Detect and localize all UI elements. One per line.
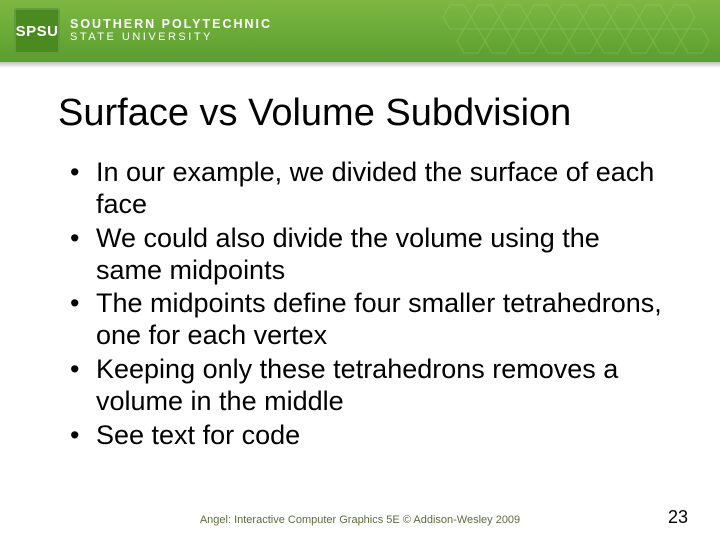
bullet-list: In our example, we divided the surface o… [58, 157, 665, 452]
slide-body: Surface vs Volume Subdvision In our exam… [0, 62, 720, 452]
footer-text: Angel: Interactive Computer Graphics 5E … [0, 514, 720, 526]
header-shadow [0, 62, 720, 68]
hex-pattern-decoration [440, 0, 720, 62]
logo-line1: SOUTHERN POLYTECHNIC [70, 18, 272, 31]
logo-text: SOUTHERN POLYTECHNIC STATE UNIVERSITY [70, 18, 272, 44]
bullet-item: We could also divide the volume using th… [88, 223, 665, 287]
logo-block: SPSU SOUTHERN POLYTECHNIC STATE UNIVERSI… [14, 8, 272, 54]
bullet-item: Keeping only these tetrahedrons removes … [88, 354, 665, 418]
header-bar: SPSU SOUTHERN POLYTECHNIC STATE UNIVERSI… [0, 0, 720, 62]
slide-title: Surface vs Volume Subdvision [58, 92, 665, 135]
bullet-item: See text for code [88, 420, 665, 452]
page-number: 23 [668, 507, 688, 528]
bullet-item: The midpoints define four smaller tetrah… [88, 288, 665, 352]
logo-line2: STATE UNIVERSITY [70, 32, 272, 44]
logo-badge: SPSU [14, 8, 60, 54]
bullet-item: In our example, we divided the surface o… [88, 157, 665, 221]
